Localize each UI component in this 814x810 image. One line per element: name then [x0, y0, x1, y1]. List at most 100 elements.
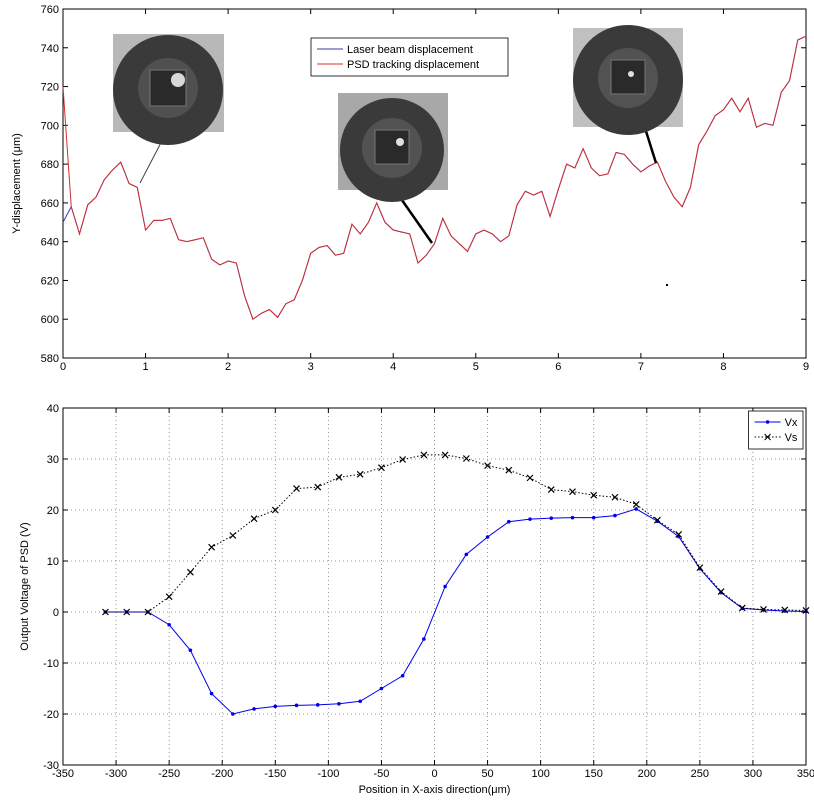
marker [294, 703, 299, 708]
marker [528, 517, 532, 521]
x-axis-label: Position in X-axis direction(μm) [359, 784, 511, 796]
marker [505, 466, 513, 474]
marker [696, 564, 704, 572]
marker [165, 593, 173, 601]
legend-marker [764, 433, 771, 441]
marker [188, 648, 193, 653]
marker [611, 493, 619, 501]
series-line [105, 454, 807, 613]
marker [335, 473, 343, 481]
x-tick-label: -350 [52, 768, 74, 780]
x-tick-label: 300 [744, 768, 762, 780]
x-tick-label: -150 [264, 768, 286, 780]
marker [462, 455, 470, 462]
x-tick-label: -300 [105, 768, 127, 780]
marker [738, 604, 746, 612]
marker [760, 606, 767, 613]
marker [441, 451, 449, 459]
x-tick-label: 6 [555, 361, 561, 373]
marker [570, 515, 575, 520]
marker [337, 702, 341, 706]
legend-box [748, 410, 804, 450]
x-tick-label: 5 [473, 361, 479, 373]
marker [231, 712, 235, 716]
marker [315, 703, 320, 707]
legend-label: PSD tracking displacement [347, 59, 479, 71]
y-tick-label: -20 [43, 709, 59, 721]
y-tick-label: 20 [47, 505, 59, 517]
x-tick-label: 100 [531, 768, 549, 780]
legend-label: Vs [785, 432, 798, 444]
x-tick-label: 150 [585, 768, 603, 780]
marker [314, 483, 322, 491]
marker [443, 584, 447, 589]
marker [507, 519, 511, 524]
photo [338, 93, 448, 202]
x-tick-label: 250 [691, 768, 709, 780]
legend-box [310, 37, 509, 77]
marker [293, 485, 300, 493]
marker [675, 531, 683, 538]
marker [273, 704, 278, 709]
plot-frame [62, 407, 807, 766]
x-tick-label: 200 [638, 768, 656, 780]
photo [573, 25, 683, 135]
marker [569, 488, 576, 496]
y-tick-label: 720 [41, 82, 59, 94]
legend-marker [765, 420, 770, 424]
marker [356, 470, 364, 478]
y-tick-label: 40 [47, 403, 59, 415]
y-tick-label: -10 [43, 658, 59, 670]
x-tick-label: -200 [211, 768, 233, 780]
marker [399, 456, 407, 463]
x-tick-label: 7 [638, 361, 644, 373]
y-tick-label: 640 [41, 237, 59, 249]
marker [209, 691, 214, 696]
marker [422, 637, 426, 641]
marker [271, 506, 279, 514]
marker [632, 500, 640, 508]
marker [547, 486, 555, 494]
y-tick-label: 740 [41, 43, 59, 55]
x-tick-label: 8 [720, 361, 726, 373]
marker [229, 532, 237, 539]
marker [591, 515, 596, 520]
plot-frame [62, 8, 807, 359]
marker [549, 516, 554, 520]
marker [781, 606, 789, 614]
y-tick-label: 760 [41, 4, 59, 16]
y-axis-label: Output Voltage of PSD (V) [19, 522, 31, 650]
marker [420, 451, 428, 459]
y-tick-label: 10 [47, 556, 59, 568]
marker [208, 543, 216, 551]
legend-label: Laser beam displacement [347, 44, 473, 56]
y-tick-label: 700 [41, 120, 59, 132]
speck [666, 284, 668, 286]
marker [485, 535, 490, 539]
x-tick-label: 2 [225, 361, 231, 373]
marker [186, 568, 194, 576]
marker [613, 513, 617, 518]
y-tick-label: 660 [41, 198, 59, 210]
marker [653, 516, 661, 524]
marker [464, 552, 469, 557]
x-tick-label: 3 [308, 361, 314, 373]
legend-label: Vx [785, 417, 798, 429]
marker [102, 608, 109, 616]
marker [526, 474, 534, 482]
series-line [105, 508, 807, 715]
marker [484, 462, 491, 470]
y-tick-label: 0 [53, 607, 59, 619]
pointer-line [395, 192, 434, 244]
x-tick-label: 1 [142, 361, 148, 373]
marker [167, 622, 171, 627]
marker [358, 699, 363, 704]
x-tick-label: 4 [390, 361, 396, 373]
x-tick-label: 9 [803, 361, 809, 373]
y-tick-label: 580 [41, 353, 59, 365]
marker [802, 607, 810, 614]
x-tick-label: 0 [60, 361, 66, 373]
marker [252, 707, 256, 711]
